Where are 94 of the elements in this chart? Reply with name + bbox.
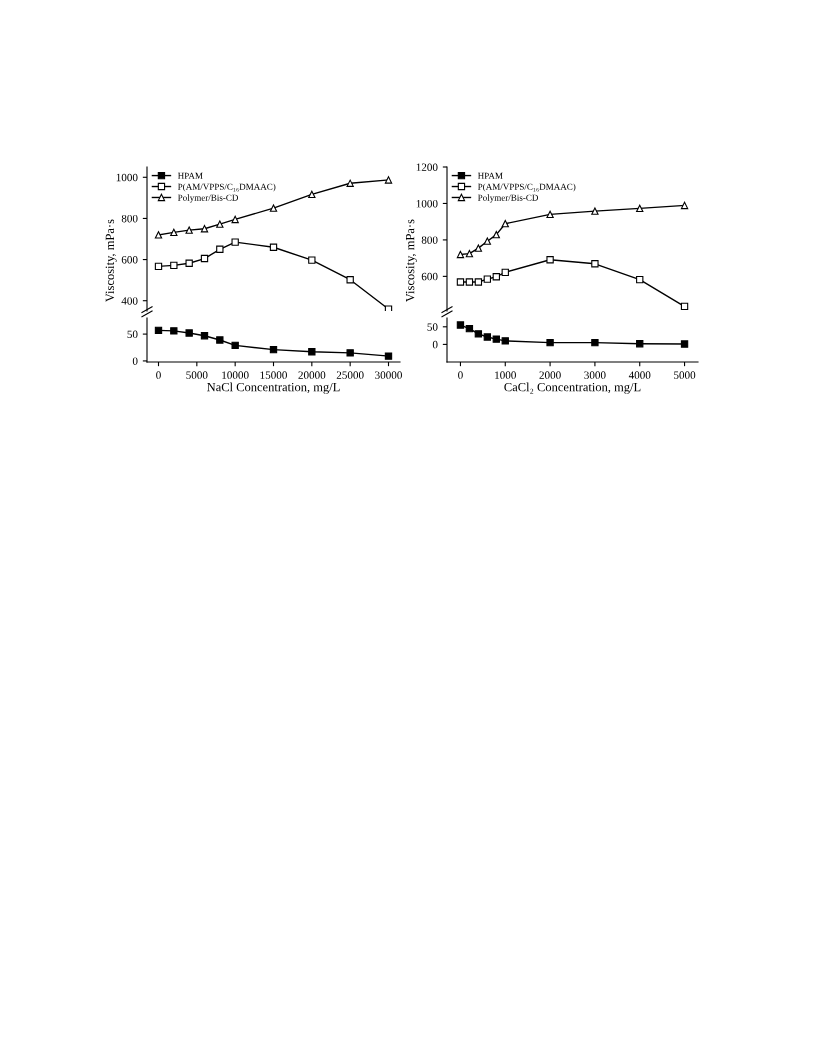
point (680, 302, 689, 311)
y-axis-title: Viscosity, mPa·s (105, 219, 117, 303)
point (231, 341, 239, 350)
point (474, 278, 483, 286)
y-tick-label: 50 (127, 330, 138, 339)
point (456, 250, 465, 259)
x-tick-label: 3000 (584, 371, 606, 379)
legend-label: P(AM/VPPS/C₁₆DMAAC) (477, 183, 576, 192)
y-axis-title: Viscosity, mPa·s (405, 219, 417, 303)
y-tick-label: 1200 (416, 163, 438, 171)
x-tick-label: 5000 (674, 371, 696, 379)
point (185, 329, 193, 337)
legend-label: Polymer/Bis-CD (177, 194, 239, 203)
point (591, 338, 599, 347)
point (308, 348, 316, 356)
point (269, 243, 278, 251)
y-tick-label: 50 (427, 323, 438, 331)
x-tick-label: 0 (458, 371, 463, 379)
point (546, 338, 554, 347)
y-tick-label: 0 (432, 340, 438, 349)
y-tick-label: 1000 (416, 199, 438, 208)
point (546, 256, 554, 264)
y-tick-label: 0 (132, 357, 138, 365)
point (492, 273, 500, 281)
x-tick-label: 20000 (298, 371, 326, 379)
x-tick-label: 4000 (628, 371, 651, 379)
y-tick-label: 1000 (116, 173, 138, 182)
point (680, 340, 689, 348)
y-tick-label: 600 (121, 256, 138, 264)
legend-label: HPAM (177, 172, 203, 179)
point (465, 324, 474, 333)
point (170, 327, 178, 335)
point (346, 179, 354, 187)
y-tick-label: 800 (121, 214, 138, 223)
x-tick-label: 5000 (186, 371, 208, 379)
legend-label: Polymer/Bis-CD (477, 194, 539, 203)
point (154, 262, 163, 271)
point (308, 190, 316, 199)
x-tick-label: 0 (156, 371, 161, 379)
point (216, 245, 224, 253)
point (465, 249, 474, 258)
point (501, 337, 509, 345)
point (346, 276, 354, 284)
point (501, 220, 509, 228)
point (200, 332, 209, 340)
point (269, 345, 278, 354)
point (384, 176, 393, 184)
point (154, 231, 163, 239)
legend-label: HPAM (477, 172, 503, 179)
point (636, 275, 644, 284)
point (456, 321, 465, 329)
x-tick-label: 1000 (495, 371, 516, 379)
x-tick-label: 2000 (539, 371, 561, 379)
point (231, 238, 239, 246)
y-tick-label: 800 (421, 236, 438, 244)
x-axis-title: CaCl₂ Concentration, mg/L (504, 382, 641, 394)
point (680, 201, 689, 210)
x-tick-label: 15000 (260, 371, 287, 379)
point (636, 204, 644, 213)
point (216, 220, 224, 228)
point (200, 225, 209, 233)
y-tick-label: 600 (421, 272, 438, 281)
point (185, 226, 193, 234)
x-tick-label: 25000 (336, 371, 364, 379)
point (154, 326, 163, 335)
point (492, 335, 500, 343)
point (308, 256, 316, 264)
point (483, 237, 492, 245)
point (231, 215, 239, 224)
point (456, 278, 465, 286)
point (483, 333, 492, 341)
point (465, 278, 474, 286)
point (269, 204, 278, 212)
point (591, 207, 599, 215)
point (216, 336, 224, 344)
point (591, 260, 599, 268)
point (170, 228, 178, 237)
point (483, 275, 492, 283)
point (501, 268, 509, 277)
point (474, 244, 483, 252)
point (492, 230, 500, 239)
point (384, 352, 393, 360)
point (636, 340, 644, 348)
point (185, 259, 193, 267)
point (346, 349, 354, 357)
y-tick-label: 400 (121, 297, 138, 305)
point (546, 210, 554, 219)
x-axis-title: NaCl Concentration, mg/L (207, 382, 340, 394)
x-tick-label: 10000 (222, 371, 249, 379)
point (474, 330, 483, 338)
x-tick-label: 30000 (375, 371, 402, 379)
point (200, 254, 209, 263)
point (170, 261, 178, 270)
legend-label: P(AM/VPPS/C₁₆DMAAC) (177, 183, 276, 192)
